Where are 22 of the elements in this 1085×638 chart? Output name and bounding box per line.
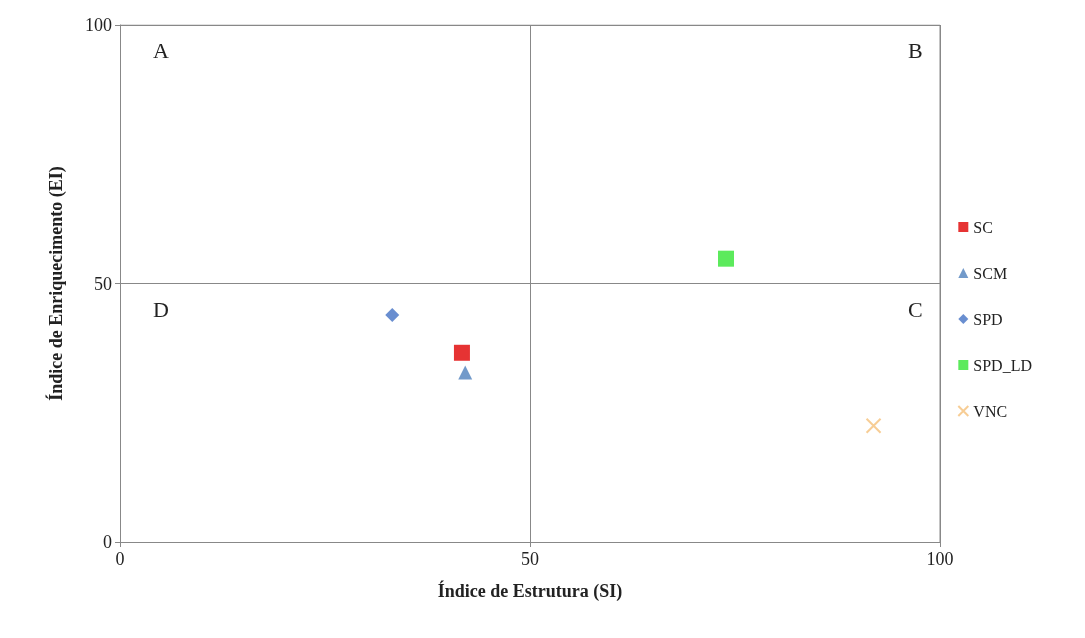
annotation: D: [153, 296, 169, 322]
point: [458, 365, 473, 380]
annotation: A: [153, 38, 170, 64]
point: [865, 417, 882, 434]
x-tick-label: 0: [115, 549, 125, 569]
legend-label: SPD_LD: [973, 356, 1033, 374]
point: [385, 308, 400, 323]
y-tick-label: 0: [103, 532, 112, 552]
point: [453, 344, 470, 361]
legend-label: SCM: [973, 264, 1008, 282]
y-tick-label: 100: [85, 15, 112, 35]
x-tick-label: 100: [926, 549, 954, 569]
x-axis-title: Índice de Estrutura (SI): [437, 580, 623, 602]
legend-label: SC: [973, 218, 993, 236]
legend-label: VNC: [973, 402, 1008, 420]
point: [717, 250, 734, 267]
legend-label: SPD: [973, 310, 1003, 328]
annotation: C: [908, 296, 923, 322]
y-tick-label: 50: [94, 273, 112, 294]
y-axis-title: Índice de Enriquecimento (EI): [45, 166, 67, 401]
x-tick-label: 50: [521, 549, 539, 569]
annotation: B: [908, 38, 923, 64]
